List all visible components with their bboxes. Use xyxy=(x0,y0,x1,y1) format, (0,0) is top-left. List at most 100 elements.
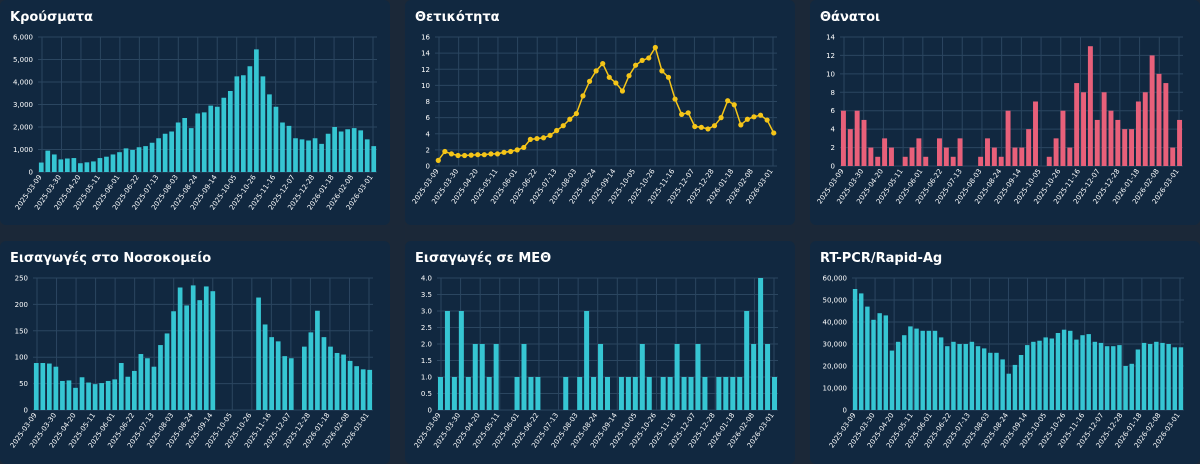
bar xyxy=(328,346,333,410)
bar xyxy=(306,140,311,172)
bar xyxy=(1068,330,1073,410)
data-point xyxy=(606,74,612,80)
y-tick-label: 4,000 xyxy=(13,79,33,87)
bar xyxy=(1142,92,1148,166)
bar xyxy=(888,147,894,166)
y-tick-label: 16 xyxy=(421,34,430,42)
bar xyxy=(84,162,90,172)
chart-title: Κρούσματα xyxy=(10,10,93,25)
bar xyxy=(1049,338,1055,410)
y-tick-label: 6 xyxy=(426,114,431,122)
bar xyxy=(351,128,357,172)
bar xyxy=(99,383,105,410)
y-tick-label: 14 xyxy=(826,34,835,42)
y-tick-label: 4 xyxy=(426,130,431,138)
bar xyxy=(882,138,888,166)
data-point xyxy=(652,44,658,51)
y-tick-label: 8 xyxy=(426,98,430,106)
data-point xyxy=(619,88,626,94)
bar xyxy=(994,352,999,410)
bar xyxy=(345,129,351,172)
bar xyxy=(347,360,353,410)
bar xyxy=(945,346,950,410)
bar xyxy=(138,354,144,410)
bar xyxy=(1147,344,1153,410)
bar xyxy=(190,285,196,410)
bar xyxy=(737,377,743,410)
bar xyxy=(908,326,913,410)
y-tick-label: 1.0 xyxy=(421,374,432,382)
bar xyxy=(130,149,135,172)
bar xyxy=(184,305,190,410)
chart-panel-deaths: Θάνατοι 0 2 4 6 8 10 12 14 2025-03-09 2025-03-30 2… xyxy=(810,0,1200,225)
data-point xyxy=(435,157,441,163)
bar xyxy=(854,110,860,166)
y-tick-label: 5,000 xyxy=(13,56,33,64)
bar xyxy=(772,377,778,410)
bar xyxy=(981,348,987,410)
bar xyxy=(514,377,520,410)
data-point xyxy=(455,152,461,159)
chart-panel-icu-admissions: Εισαγωγές σε ΜΕΘ 0 0.5 1.0 1.5 2.0 2.5 3.0 3.5 4… xyxy=(405,241,795,464)
bar xyxy=(360,369,366,410)
bar xyxy=(1172,347,1177,410)
bar xyxy=(472,344,478,410)
bar xyxy=(938,337,944,410)
hospital-admissions-bar-chart: 0501001502002502025-03-092025-03-302025-… xyxy=(9,275,373,449)
bar xyxy=(667,377,673,410)
data-point xyxy=(659,68,665,74)
bar xyxy=(437,377,443,410)
bar xyxy=(338,131,344,172)
bar xyxy=(110,154,116,172)
bar xyxy=(591,377,597,410)
bar xyxy=(604,377,611,410)
data-point xyxy=(757,112,764,118)
y-tick-label: 10,000 xyxy=(823,385,848,393)
bar xyxy=(1087,46,1093,166)
bar xyxy=(288,358,294,410)
bar xyxy=(1018,355,1024,410)
bar xyxy=(902,335,907,410)
bar xyxy=(909,147,915,166)
y-tick-label: 150 xyxy=(15,327,28,335)
bar xyxy=(131,370,137,410)
bar xyxy=(197,300,203,410)
bar xyxy=(40,363,46,410)
y-tick-label: 1,000 xyxy=(13,146,33,154)
bar xyxy=(79,377,85,410)
bar xyxy=(325,133,331,172)
data-point xyxy=(514,147,520,153)
bar xyxy=(730,377,736,410)
bar xyxy=(371,146,377,172)
bar xyxy=(149,142,155,172)
data-point xyxy=(698,124,704,130)
chart-panel-tests: RT-PCR/Rapid-Ag 0 10,000 20,000 30,000 40,00… xyxy=(810,241,1200,464)
y-tick-label: 0 xyxy=(426,163,430,171)
bar xyxy=(45,150,51,172)
bar xyxy=(117,152,122,172)
bar xyxy=(1074,83,1080,166)
y-tick-label: 1.5 xyxy=(421,357,432,365)
y-tick-label: 4 xyxy=(831,126,836,134)
y-tick-label: 0 xyxy=(29,169,33,177)
bar xyxy=(1000,359,1005,410)
bar xyxy=(914,328,919,410)
y-tick-label: 6 xyxy=(831,107,836,115)
chart-title: RT-PCR/Rapid-Ag xyxy=(820,251,943,266)
data-point xyxy=(685,110,691,116)
data-point xyxy=(448,151,455,157)
chart-title: Θετικότητα xyxy=(415,10,500,25)
bar xyxy=(465,377,471,410)
bar xyxy=(991,147,997,166)
data-point xyxy=(613,80,619,86)
data-point xyxy=(692,123,698,130)
bar xyxy=(1149,55,1155,166)
data-point xyxy=(508,148,514,155)
bar xyxy=(1166,344,1171,410)
bar xyxy=(847,129,853,166)
bar xyxy=(104,156,109,172)
bar xyxy=(1115,119,1121,166)
data-point xyxy=(705,126,711,132)
bar xyxy=(364,139,370,172)
bar xyxy=(521,344,527,410)
